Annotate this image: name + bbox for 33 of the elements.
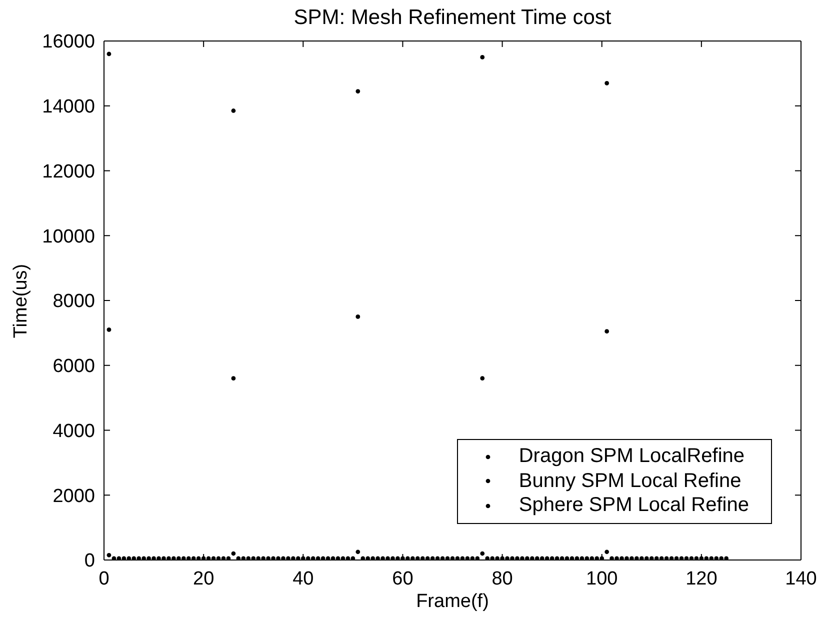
legend-label: Sphere SPM Local Refine: [518, 494, 749, 518]
point: [106, 328, 112, 332]
x-tick-label: 100: [586, 568, 618, 590]
point: [356, 314, 360, 319]
point: [604, 329, 610, 334]
legend-label: Dragon SPM LocalRefine: [518, 445, 745, 468]
y-tick-label: 16000: [42, 32, 95, 53]
point: [106, 52, 112, 56]
chart-title: SPM: Mesh Refinement Time cost: [292, 6, 612, 29]
x-tick-label: 40: [292, 568, 314, 590]
y-tick-label: 10000: [42, 226, 95, 248]
legend-label: Bunny SPM Local Refine: [518, 470, 742, 493]
y-tick-label: 0: [84, 550, 95, 572]
x-tick-label: 20: [193, 568, 214, 590]
x-tick-label: 80: [492, 568, 513, 590]
point: [480, 55, 485, 60]
y-tick-label: 4000: [52, 420, 95, 442]
y-tick-label: 8000: [52, 291, 95, 312]
y-tick-label: 6000: [52, 356, 95, 378]
point: [604, 80, 610, 86]
point: [480, 376, 485, 381]
y-axis-title: Time(us): [10, 263, 32, 338]
point: [231, 376, 236, 381]
x-tick-label: 120: [686, 568, 718, 590]
x-tick-label: 60: [392, 568, 414, 590]
point: [356, 89, 360, 94]
x-tick-label: 0: [98, 568, 110, 590]
x-axis-title: Frame(f): [415, 591, 490, 612]
y-tick-label: 14000: [42, 96, 95, 118]
y-tick-label: 12000: [42, 161, 95, 182]
point: [231, 108, 236, 113]
y-tick-label: 2000: [52, 486, 95, 507]
x-tick-label: 140: [785, 568, 817, 590]
